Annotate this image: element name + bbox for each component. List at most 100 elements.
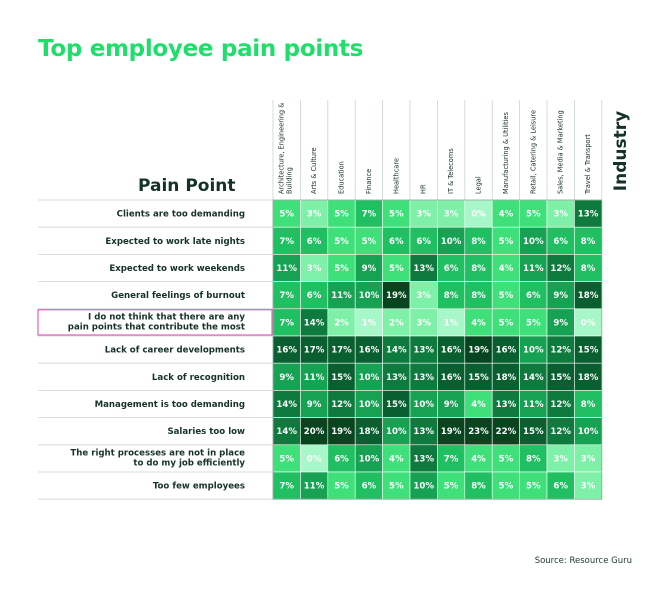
heatmap-cell <box>300 362 329 391</box>
column-label-text: HR <box>420 184 428 194</box>
heatmap-cell <box>464 390 493 418</box>
heatmap-cell <box>546 362 575 391</box>
cell-value-label: 13% <box>578 210 599 220</box>
cell-value-label: 5% <box>499 454 514 464</box>
row-label: Lack of recognition <box>152 373 245 383</box>
cell-value-label: 6% <box>362 482 377 492</box>
cell-value-label: 3% <box>553 454 568 464</box>
heatmap-cell <box>491 226 520 255</box>
cell-value-label: 13% <box>413 454 434 464</box>
cell-value-label: 10% <box>523 346 544 356</box>
cell-value-label: 16% <box>276 346 297 356</box>
heatmap-cell <box>519 390 548 418</box>
cell-value-label: 3% <box>416 291 431 301</box>
heatmap-cell <box>354 471 383 500</box>
heatmap-cell <box>574 199 603 228</box>
cell-value-label: 0% <box>581 318 596 328</box>
cell-value-label: 15% <box>523 427 544 437</box>
cell-value-label: 5% <box>499 237 514 247</box>
column-label-text: Architecture, Engineering & <box>278 103 286 194</box>
heatmap-cell <box>272 335 301 364</box>
cell-value-label: 5% <box>389 264 404 274</box>
cell-value-label: 6% <box>526 291 541 301</box>
heatmap-cell <box>491 471 520 500</box>
cell-value-label: 5% <box>499 318 514 328</box>
heatmap-cell <box>300 281 329 310</box>
column-label-text: Healthcare <box>392 158 400 194</box>
heatmap-cell <box>546 444 575 473</box>
row-axis-label: Pain Point <box>138 176 236 196</box>
heatmap-cell <box>574 390 603 418</box>
cell-value-label: 16% <box>496 346 517 356</box>
cell-value-label: 11% <box>523 400 544 410</box>
cell-value-label: 8% <box>581 400 596 410</box>
cell-value-label: 8% <box>581 237 596 247</box>
heatmap-cell <box>300 471 329 500</box>
row-label: Management is too demanding <box>95 400 245 410</box>
cell-value-label: 11% <box>331 291 352 301</box>
cell-value-label: 19% <box>468 346 489 356</box>
cell-value-label: 15% <box>331 373 352 383</box>
heatmap-cell <box>409 199 438 228</box>
cell-value-label: 9% <box>444 400 459 410</box>
heatmap-cell <box>409 281 438 310</box>
cell-value-label: 4% <box>471 454 486 464</box>
heatmap-cell <box>382 335 411 364</box>
heatmap-cell <box>574 308 603 337</box>
cell-value-label: 0% <box>307 454 322 464</box>
cell-value-label: 20% <box>304 427 325 437</box>
heatmap-cell <box>382 444 411 473</box>
heatmap-cell <box>437 417 466 446</box>
row-label: General feelings of burnout <box>111 291 245 301</box>
cell-value-label: 14% <box>386 346 407 356</box>
cell-value-label: 8% <box>471 482 486 492</box>
cell-value-label: 11% <box>523 264 544 274</box>
cell-value-label: 7% <box>279 482 294 492</box>
chart-title: Top employee pain points <box>38 36 364 62</box>
cell-value-label: 13% <box>413 264 434 274</box>
cell-value-label: 12% <box>550 264 571 274</box>
cell-value-label: 11% <box>276 264 297 274</box>
heatmap-cell <box>574 281 603 310</box>
heatmap-cell <box>409 226 438 255</box>
heatmap-cell <box>272 226 301 255</box>
row-label: Clients are too demanding <box>117 210 245 220</box>
cell-value-label: 11% <box>304 482 325 492</box>
heatmap-cell <box>464 362 493 391</box>
cell-value-label: 3% <box>307 264 322 274</box>
heatmap-cell <box>519 362 548 391</box>
heatmap-cell <box>272 444 301 473</box>
heatmap-cell <box>574 444 603 473</box>
cell-value-label: 7% <box>279 291 294 301</box>
cell-value-label: 6% <box>416 237 431 247</box>
cell-value-label: 4% <box>499 210 514 220</box>
cell-value-label: 6% <box>389 237 404 247</box>
cell-value-label: 10% <box>359 373 380 383</box>
cell-value-label: 5% <box>279 210 294 220</box>
heatmap-cell <box>491 335 520 364</box>
cell-value-label: 3% <box>581 482 596 492</box>
cell-value-label: 0% <box>471 210 486 220</box>
cell-value-label: 5% <box>279 454 294 464</box>
cell-value-label: 16% <box>441 373 462 383</box>
heatmap-cell <box>491 444 520 473</box>
cell-value-label: 3% <box>553 210 568 220</box>
cell-value-label: 10% <box>359 291 380 301</box>
cell-value-label: 10% <box>578 427 599 437</box>
heatmap-cell <box>491 308 520 337</box>
column-label-text: IT & Telecoms <box>447 148 455 194</box>
cell-value-label: 5% <box>334 264 349 274</box>
cell-value-label: 2% <box>389 318 404 328</box>
cell-value-label: 15% <box>468 373 489 383</box>
cell-value-label: 7% <box>362 210 377 220</box>
cell-value-label: 13% <box>413 373 434 383</box>
cell-value-label: 5% <box>389 482 404 492</box>
cell-value-label: 4% <box>499 264 514 274</box>
heatmap-cell <box>437 444 466 473</box>
row-label: Expected to work weekends <box>109 264 245 274</box>
column-label: Sales, Media & Marketing <box>557 110 565 194</box>
cell-value-label: 6% <box>553 237 568 247</box>
heatmap-cell <box>327 254 356 282</box>
heatmap-cell <box>272 417 301 446</box>
column-label: Education <box>338 161 346 194</box>
